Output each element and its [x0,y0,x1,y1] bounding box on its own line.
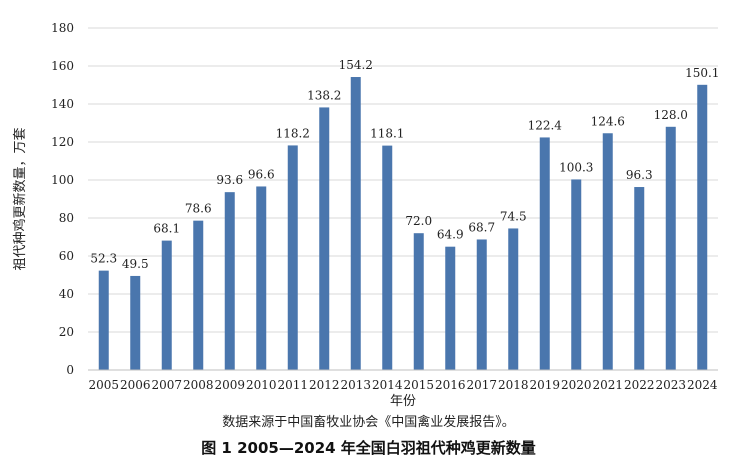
y-tick-label: 60 [59,249,74,263]
data-label: 100.3 [559,160,593,174]
x-tick-label: 2016 [435,378,466,392]
data-label: 96.3 [626,168,653,182]
bar [319,107,330,371]
x-tick-label: 2007 [151,378,182,392]
value-labels: 52.3 49.5 68.1 78.6 93.6 96.6 118.2 138.2 154.2 1… [90,58,719,271]
y-tick-label: 20 [59,325,74,339]
x-tick-label: 2021 [592,378,623,392]
x-axis-ticks: 2005 2006 2007 2008 2009 2010 2011 2012 2013 2014… [88,378,717,392]
x-tick-label: 2023 [655,378,686,392]
x-tick-label: 2018 [498,378,529,392]
bar [634,187,645,370]
data-label: 68.1 [153,222,180,236]
x-axis-label: 年份 [390,394,416,409]
y-tick-label: 0 [66,363,74,377]
y-axis-ticks: 0 20 40 60 80 100 120 140 160 180 [51,21,74,377]
bar [98,270,109,370]
y-tick-label: 120 [51,135,74,149]
data-label: 68.7 [468,220,495,234]
bar [256,186,267,370]
data-label: 78.6 [185,202,212,216]
data-label: 72.0 [405,214,432,228]
data-label: 138.2 [307,88,341,102]
data-label: 118.1 [370,127,404,141]
bar [413,233,424,370]
bars [98,77,708,371]
bar [539,137,550,370]
y-tick-label: 40 [59,287,74,301]
data-label: 96.6 [248,167,275,181]
source-note: 数据来源于中国畜牧业协会《中国禽业发展报告》。 [222,415,515,430]
bar [193,220,204,370]
x-tick-label: 2015 [403,378,434,392]
bar [508,228,519,370]
data-label: 93.6 [216,173,243,187]
x-tick-label: 2011 [277,378,308,392]
bar [697,84,708,370]
x-tick-label: 2012 [309,378,340,392]
x-tick-label: 2022 [624,378,655,392]
x-tick-label: 2019 [529,378,560,392]
y-tick-label: 100 [51,173,74,187]
data-label: 74.5 [500,209,527,223]
x-tick-label: 2014 [372,378,403,392]
data-label: 128.0 [654,108,688,122]
bar [665,126,676,370]
x-tick-label: 2017 [466,378,497,392]
data-label: 122.4 [528,118,563,132]
data-label: 124.6 [591,114,625,128]
y-tick-label: 140 [51,97,74,111]
y-tick-label: 180 [51,21,74,35]
data-label: 154.2 [339,58,373,72]
bar [224,192,235,370]
x-tick-label: 2009 [214,378,245,392]
bar [476,239,487,370]
x-tick-label: 2010 [246,378,277,392]
x-tick-label: 2006 [120,378,151,392]
gridlines [88,27,718,333]
y-axis-label: 祖代种鸡更新数量，万套 [12,127,28,270]
y-tick-label: 80 [59,211,74,225]
x-tick-label: 2024 [687,378,718,392]
x-tick-label: 2013 [340,378,371,392]
bar [382,145,393,370]
data-label: 49.5 [122,257,149,271]
bar [602,133,613,370]
data-label: 150.1 [685,66,719,80]
figure-title: 图 1 2005—2024 年全国白羽祖代种鸡更新数量 [201,439,536,457]
data-label: 64.9 [437,228,464,242]
bar [571,179,582,370]
bar [161,240,172,370]
bar [287,145,298,370]
x-tick-label: 2020 [561,378,592,392]
y-tick-label: 160 [51,59,74,73]
x-tick-label: 2005 [88,378,119,392]
bar [445,246,456,370]
x-tick-label: 2008 [183,378,214,392]
data-label: 118.2 [276,126,310,140]
data-label: 52.3 [90,252,117,266]
bar [350,77,361,371]
bar [130,275,141,370]
